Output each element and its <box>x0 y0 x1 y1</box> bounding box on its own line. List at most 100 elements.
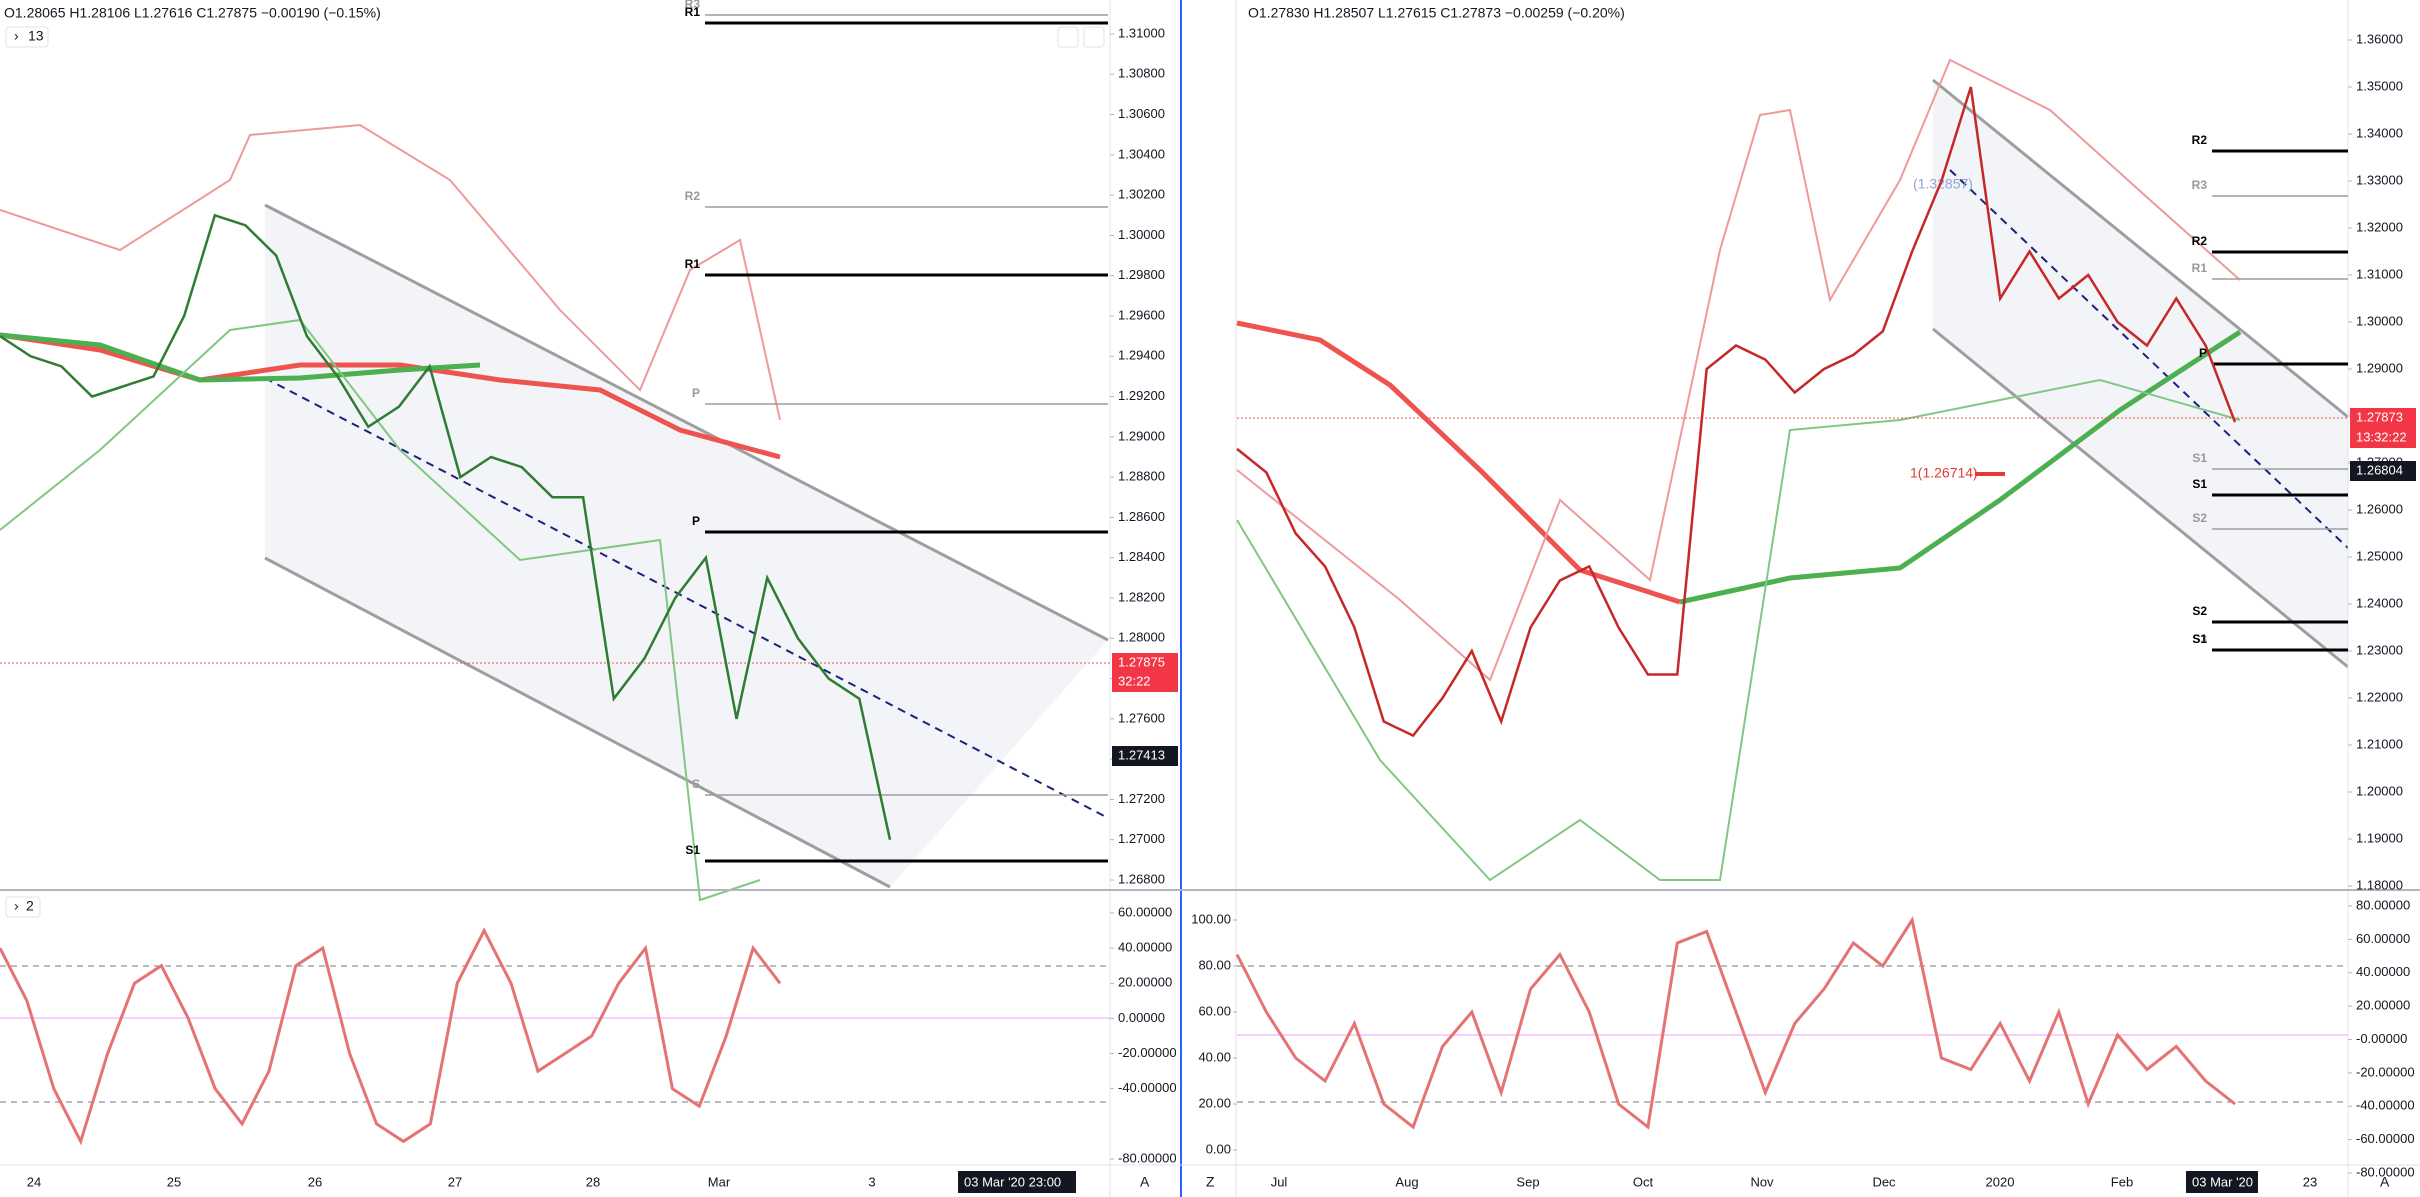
price-box <box>2350 461 2416 481</box>
osc-tick-label: -40.00000 <box>2356 1098 2415 1113</box>
pivot-label: R2 <box>685 189 701 203</box>
mid-line <box>1949 169 2349 549</box>
time-label: 26 <box>308 1174 322 1189</box>
price-box-label: 13:32:22 <box>2356 429 2407 444</box>
osc-tick-label: 80.00000 <box>2356 897 2410 912</box>
price-tick-label: 1.30800 <box>1118 66 1165 81</box>
osc-tick-label: 40.00000 <box>2356 964 2410 979</box>
osc-tick-label: -80.00000 <box>2356 1164 2415 1179</box>
osc-tick-label: -60.00000 <box>2356 1131 2415 1146</box>
time-label: Mar <box>708 1174 731 1189</box>
chevron: › <box>14 898 19 914</box>
price-tick-label: 1.30200 <box>1118 187 1165 202</box>
price-tick-label: 1.31000 <box>1118 25 1165 40</box>
price-tick-label: 1.22000 <box>2356 689 2403 704</box>
osc-tick-label: -20.00000 <box>2356 1064 2415 1079</box>
osc-tick-label: 100.00 <box>1191 911 1231 926</box>
pivot-label: R2 <box>2192 133 2208 147</box>
time-label: 3 <box>868 1174 875 1189</box>
time-label: 27 <box>448 1174 462 1189</box>
price-tick-label: 1.30600 <box>1118 106 1165 121</box>
osc-tick-label: 20.00 <box>1198 1095 1231 1110</box>
osc-tick-label: -80.00000 <box>1118 1150 1177 1165</box>
price-tick-label: 1.29600 <box>1118 307 1165 322</box>
reset-button[interactable] <box>1083 26 1105 48</box>
price-tick-label: 1.29200 <box>1118 388 1165 403</box>
annotation: 1(1.26714) <box>1910 465 1978 481</box>
price-tick-label: 1.28800 <box>1118 469 1165 484</box>
price-tick-label: 1.30000 <box>2356 313 2403 328</box>
price-tick-label: 1.31000 <box>2356 266 2403 281</box>
osc-button[interactable] <box>5 896 41 918</box>
pivot-label: S2 <box>2192 604 2207 618</box>
osc-tick-label: 60.00000 <box>2356 931 2410 946</box>
pane-button[interactable] <box>5 26 49 48</box>
price-box <box>1112 746 1178 766</box>
price-tick-label: 1.34000 <box>2356 125 2403 140</box>
axis-button[interactable]: A <box>2380 1174 2390 1190</box>
price-tick-label: 1.28000 <box>1118 630 1165 645</box>
pivot-label: S3 <box>2192 632 2207 646</box>
osc-tick-label: 60.00000 <box>1118 904 1172 919</box>
time-label: 23 <box>2303 1174 2317 1189</box>
pivot-label: R1 <box>685 5 701 19</box>
price-tick-label: 1.29000 <box>1118 428 1165 443</box>
pivot-label: R3 <box>685 0 701 11</box>
oscillator-line <box>1235 916 2236 1130</box>
band-lower <box>1236 378 2241 882</box>
price-box <box>2350 408 2416 428</box>
time-label: 24 <box>27 1174 41 1189</box>
price-tick-label: 1.29400 <box>1118 348 1165 363</box>
time-cursor-label: 03 Mar '20 <box>2192 1174 2253 1189</box>
osc-tick-label: 60.00 <box>1198 1003 1231 1018</box>
time-cursor-box <box>2186 1171 2258 1193</box>
price-box-label: 1.27875 <box>1118 654 1165 669</box>
osc-tick-label: -20.00000 <box>1118 1045 1177 1060</box>
pivot-label: R1 <box>685 257 701 271</box>
time-cursor-label: 03 Mar '20 23:00 <box>964 1174 1061 1189</box>
ohlc-header: O1.27830 H1.28507 L1.27615 C1.27873 −0.0… <box>1248 5 1625 21</box>
moving-average <box>0 332 781 460</box>
price-box <box>2350 428 2416 448</box>
channel-line <box>1932 327 2349 669</box>
mid-line <box>264 377 1109 819</box>
zoom-button[interactable]: Z <box>1206 1174 1215 1190</box>
pivot-label: S2 <box>2192 511 2207 525</box>
pivot-label: R1 <box>2192 261 2208 275</box>
time-label: 25 <box>167 1174 181 1189</box>
channel-line <box>264 556 891 889</box>
channel-line <box>1932 78 2349 419</box>
time-label: Nov <box>1750 1174 1774 1189</box>
band-upper <box>0 123 781 421</box>
pivot-label: P <box>692 386 700 400</box>
price-box-label: 1.27413 <box>1118 747 1165 762</box>
price-tick-label: 1.25000 <box>2356 548 2403 563</box>
pivot-label: P <box>692 514 700 528</box>
price-box <box>1112 653 1178 673</box>
scroll-button[interactable] <box>1057 26 1079 48</box>
price-tick-label: 1.28400 <box>1118 549 1165 564</box>
time-label: Oct <box>1633 1174 1654 1189</box>
pane-button-label: 13 <box>28 28 44 44</box>
price-box-label: 32:22 <box>1118 673 1151 688</box>
price-tick-label: 1.24000 <box>2356 595 2403 610</box>
axis-button[interactable]: A <box>1140 1174 1150 1190</box>
price-tick-label: 1.23000 <box>2356 642 2403 657</box>
osc-tick-label: -40.00000 <box>1118 1080 1177 1095</box>
price-tick-label: 1.30400 <box>1118 146 1165 161</box>
osc-tick-label: 80.00 <box>1198 957 1231 972</box>
channel-line <box>264 203 1109 642</box>
time-label: 2020 <box>1986 1174 2015 1189</box>
pivot-label: S1 <box>2192 477 2207 491</box>
pivot-label: S1 <box>2192 632 2207 646</box>
pivot-label: P <box>2199 346 2207 360</box>
price-tick-label: 1.26800 <box>1118 871 1165 886</box>
pivot-label: S1 <box>2192 451 2207 465</box>
time-label: Jul <box>1271 1174 1288 1189</box>
oscillator-line <box>0 927 782 1146</box>
annotation: (1.32857) <box>1913 176 1973 192</box>
chevron: › <box>14 28 19 44</box>
pivot-label: S <box>692 777 700 791</box>
price-line <box>0 213 892 840</box>
